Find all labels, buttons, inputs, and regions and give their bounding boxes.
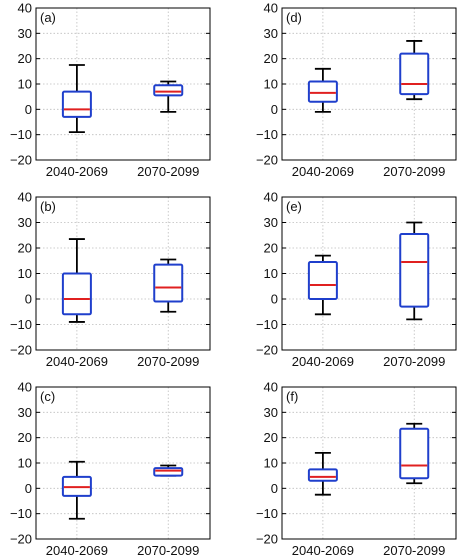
x-category-label: 2070-2099 [137, 164, 199, 179]
box-iqr [61, 90, 92, 118]
y-tick-label: 40 [18, 1, 32, 16]
x-category-label: 2040-2069 [46, 354, 108, 369]
box-iqr [399, 427, 430, 480]
y-tick-label: 40 [264, 1, 278, 16]
box-1 [399, 422, 430, 485]
x-category-label: 2070-2099 [137, 354, 199, 369]
y-tick-label: 0 [25, 292, 32, 307]
axes-frame [281, 196, 457, 351]
y-tick-label: −10 [10, 127, 32, 142]
box-0 [307, 67, 338, 113]
box-0 [61, 238, 92, 323]
panel-label: (f) [286, 389, 298, 404]
panel-label: (b) [40, 199, 56, 214]
box-iqr [307, 261, 338, 300]
panel-a: −20 −10 0 10 20 30 40 2040-2069 2070-2099 (a) [10, 1, 211, 179]
y-tick-label: 20 [18, 51, 32, 66]
x-category-label: 2040-2069 [292, 164, 354, 179]
box-0 [307, 254, 338, 316]
y-tick-label: 20 [264, 430, 278, 445]
y-tick-label: 30 [264, 405, 278, 420]
y-tick-label: 10 [264, 456, 278, 471]
y-tick-label: 20 [264, 241, 278, 256]
box-iqr [61, 272, 92, 316]
y-tick-label: −10 [10, 506, 32, 521]
y-tick-label: 10 [18, 456, 32, 471]
box-1 [399, 221, 430, 321]
x-category-label: 2040-2069 [292, 354, 354, 369]
y-tick-label: −10 [10, 317, 32, 332]
x-category-label: 2040-2069 [46, 543, 108, 558]
y-tick-label: −20 [256, 153, 278, 168]
y-tick-label: −20 [10, 153, 32, 168]
axes-frame [281, 386, 457, 540]
y-tick-label: −10 [256, 317, 278, 332]
x-category-label: 2070-2099 [383, 164, 445, 179]
panel-e: −20 −10 0 10 20 30 40 2040-2069 2070-2099 (e) [256, 190, 457, 369]
box-1 [153, 80, 184, 113]
y-tick-label: 40 [264, 190, 278, 205]
box-1 [399, 40, 430, 101]
box-iqr [153, 84, 184, 97]
y-tick-label: −10 [256, 127, 278, 142]
axes-frame [35, 7, 211, 161]
panel-label: (d) [286, 10, 302, 25]
panel-b: −20 −10 0 10 20 30 40 2040-2069 2070-2099 (b) [10, 190, 211, 369]
x-category-label: 2040-2069 [46, 164, 108, 179]
panel-label: (c) [40, 389, 55, 404]
y-tick-label: 10 [18, 266, 32, 281]
y-tick-label: 40 [264, 380, 278, 395]
y-tick-label: 0 [271, 102, 278, 117]
box-iqr [307, 468, 338, 482]
box-iqr [153, 263, 184, 303]
y-tick-label: 0 [271, 292, 278, 307]
box-iqr [399, 52, 430, 96]
y-tick-label: −20 [10, 343, 32, 358]
box-0 [307, 451, 338, 496]
panel-label: (a) [40, 10, 56, 25]
x-category-label: 2070-2099 [137, 543, 199, 558]
y-tick-label: 10 [264, 77, 278, 92]
y-tick-label: −10 [256, 506, 278, 521]
y-tick-label: 0 [271, 481, 278, 496]
box-1 [153, 258, 184, 313]
y-tick-label: −20 [256, 532, 278, 547]
axes-frame [35, 386, 211, 540]
box-0 [61, 64, 92, 134]
y-tick-label: −20 [256, 343, 278, 358]
y-tick-label: 20 [18, 430, 32, 445]
y-tick-label: 30 [264, 26, 278, 41]
y-tick-label: 30 [18, 26, 32, 41]
y-tick-label: 10 [18, 77, 32, 92]
box-iqr [307, 80, 338, 103]
y-tick-label: 30 [264, 215, 278, 230]
box-1 [153, 464, 184, 477]
axes-frame [35, 196, 211, 351]
panel-f: −20 −10 0 10 20 30 40 2040-2069 2070-2099 (f) [256, 380, 457, 558]
x-category-label: 2070-2099 [383, 354, 445, 369]
panel-c: −20 −10 0 10 20 30 40 2040-2069 2070-2099 (c) [10, 380, 211, 558]
y-tick-label: 30 [18, 215, 32, 230]
y-tick-label: 20 [264, 51, 278, 66]
axes-frame [281, 7, 457, 161]
box-iqr [153, 467, 184, 477]
y-tick-label: 40 [18, 380, 32, 395]
y-tick-label: 30 [18, 405, 32, 420]
y-tick-label: 40 [18, 190, 32, 205]
box-0 [61, 460, 92, 520]
y-tick-label: 0 [25, 102, 32, 117]
y-tick-label: 10 [264, 266, 278, 281]
y-tick-label: 0 [25, 481, 32, 496]
box-iqr [399, 232, 430, 308]
panel-d: −20 −10 0 10 20 30 40 2040-2069 2070-2099 (d) [256, 1, 457, 179]
x-category-label: 2070-2099 [383, 543, 445, 558]
y-tick-label: −20 [10, 532, 32, 547]
panel-label: (e) [286, 199, 302, 214]
x-category-label: 2040-2069 [292, 543, 354, 558]
y-tick-label: 20 [18, 241, 32, 256]
